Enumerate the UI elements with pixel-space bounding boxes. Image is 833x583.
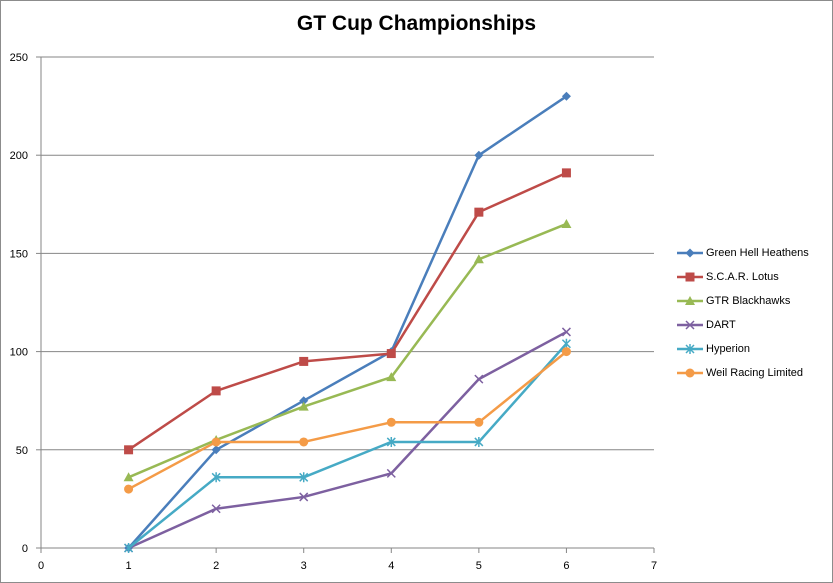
y-tick-label: 100 bbox=[10, 347, 28, 359]
x-tick-label: 4 bbox=[388, 560, 394, 572]
data-point bbox=[211, 472, 221, 483]
series-line bbox=[127, 95, 568, 549]
legend-label: DART bbox=[706, 319, 736, 331]
data-point bbox=[561, 168, 571, 178]
data-point bbox=[123, 472, 134, 482]
legend-item: Weil Racing Limited bbox=[676, 361, 826, 385]
data-point bbox=[386, 349, 396, 359]
legend-label: Green Hell Heathens bbox=[706, 247, 809, 259]
legend-marker bbox=[685, 320, 695, 330]
data-point bbox=[386, 372, 397, 382]
data-point bbox=[299, 437, 309, 447]
data-point bbox=[211, 504, 221, 514]
legend-swatch bbox=[677, 344, 703, 354]
data-point bbox=[124, 543, 134, 553]
data-point bbox=[124, 445, 134, 455]
legend-label: S.C.A.R. Lotus bbox=[706, 271, 779, 283]
series bbox=[124, 327, 571, 553]
legend-swatch bbox=[677, 272, 703, 282]
series-line bbox=[127, 171, 567, 451]
x-tick-label: 6 bbox=[563, 560, 569, 572]
data-point bbox=[474, 150, 484, 160]
series-line bbox=[127, 350, 568, 491]
legend: Green Hell Heathens S.C.A.R. Lotus GTR Bla… bbox=[676, 241, 826, 385]
legend-item: GTR Blackhawks bbox=[676, 289, 826, 313]
chart-title: GT Cup Championships bbox=[296, 12, 537, 35]
series bbox=[124, 338, 571, 553]
legend-swatch bbox=[677, 368, 703, 378]
series bbox=[123, 218, 572, 482]
series bbox=[124, 168, 571, 455]
data-point bbox=[561, 218, 572, 228]
x-tick-label: 2 bbox=[213, 560, 219, 572]
data-point bbox=[299, 396, 309, 406]
legend-label: Weil Racing Limited bbox=[706, 367, 804, 379]
data-point bbox=[299, 356, 309, 366]
data-point bbox=[474, 417, 484, 427]
legend-marker bbox=[685, 344, 695, 354]
y-tick-label: 200 bbox=[10, 150, 28, 162]
data-point bbox=[561, 91, 571, 101]
x-tick-label: 7 bbox=[651, 560, 657, 572]
data-point bbox=[474, 374, 484, 384]
data-point bbox=[474, 436, 484, 447]
legend-swatch bbox=[677, 248, 703, 258]
legend-label: GTR Blackhawks bbox=[706, 295, 791, 307]
legend-marker bbox=[685, 296, 695, 305]
data-point bbox=[561, 347, 571, 357]
data-point bbox=[211, 437, 221, 447]
series-line bbox=[128, 330, 568, 550]
data-point bbox=[561, 327, 571, 337]
legend-marker bbox=[685, 368, 695, 378]
series-line bbox=[127, 342, 568, 549]
y-tick-label: 250 bbox=[10, 52, 28, 64]
legend-item: DART bbox=[676, 313, 826, 337]
x-tick-label: 5 bbox=[476, 560, 482, 572]
legend-marker bbox=[685, 248, 695, 258]
series bbox=[124, 91, 571, 553]
data-point bbox=[299, 472, 309, 483]
series bbox=[124, 347, 571, 494]
legend-item: Green Hell Heathens bbox=[676, 241, 826, 265]
data-point bbox=[473, 254, 484, 264]
data-point bbox=[299, 492, 309, 502]
y-tick-label: 50 bbox=[16, 445, 28, 457]
x-tick-label: 0 bbox=[38, 560, 44, 572]
series-line bbox=[128, 222, 567, 479]
y-tick-label: 150 bbox=[10, 248, 28, 260]
data-point bbox=[474, 207, 484, 217]
x-tick-label: 1 bbox=[126, 560, 132, 572]
legend-swatch bbox=[677, 296, 703, 305]
legend-swatch bbox=[677, 320, 703, 330]
data-point bbox=[386, 468, 396, 478]
y-tick-label: 0 bbox=[22, 543, 28, 555]
data-point bbox=[124, 484, 134, 494]
data-point bbox=[386, 436, 396, 447]
data-point bbox=[561, 338, 571, 349]
x-tick-label: 3 bbox=[301, 560, 307, 572]
legend-marker bbox=[685, 272, 695, 282]
data-point bbox=[298, 401, 309, 411]
legend-item: Hyperion bbox=[676, 337, 826, 361]
legend-item: S.C.A.R. Lotus bbox=[676, 265, 826, 289]
data-point bbox=[386, 417, 396, 427]
legend-label: Hyperion bbox=[706, 343, 751, 355]
data-point bbox=[211, 386, 221, 396]
data-point bbox=[211, 445, 221, 455]
